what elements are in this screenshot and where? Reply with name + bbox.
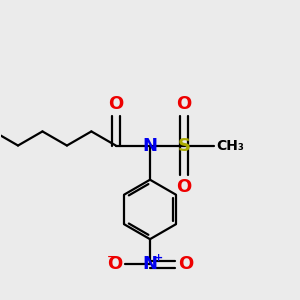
Text: −: − — [107, 252, 116, 262]
Text: O: O — [178, 255, 193, 273]
Text: N: N — [142, 136, 158, 154]
Text: +: + — [154, 253, 163, 263]
Text: O: O — [108, 95, 123, 113]
Text: S: S — [178, 136, 191, 154]
Text: N: N — [142, 255, 158, 273]
Text: O: O — [177, 178, 192, 196]
Text: O: O — [177, 95, 192, 113]
Text: O: O — [107, 255, 122, 273]
Text: CH₃: CH₃ — [216, 139, 244, 152]
